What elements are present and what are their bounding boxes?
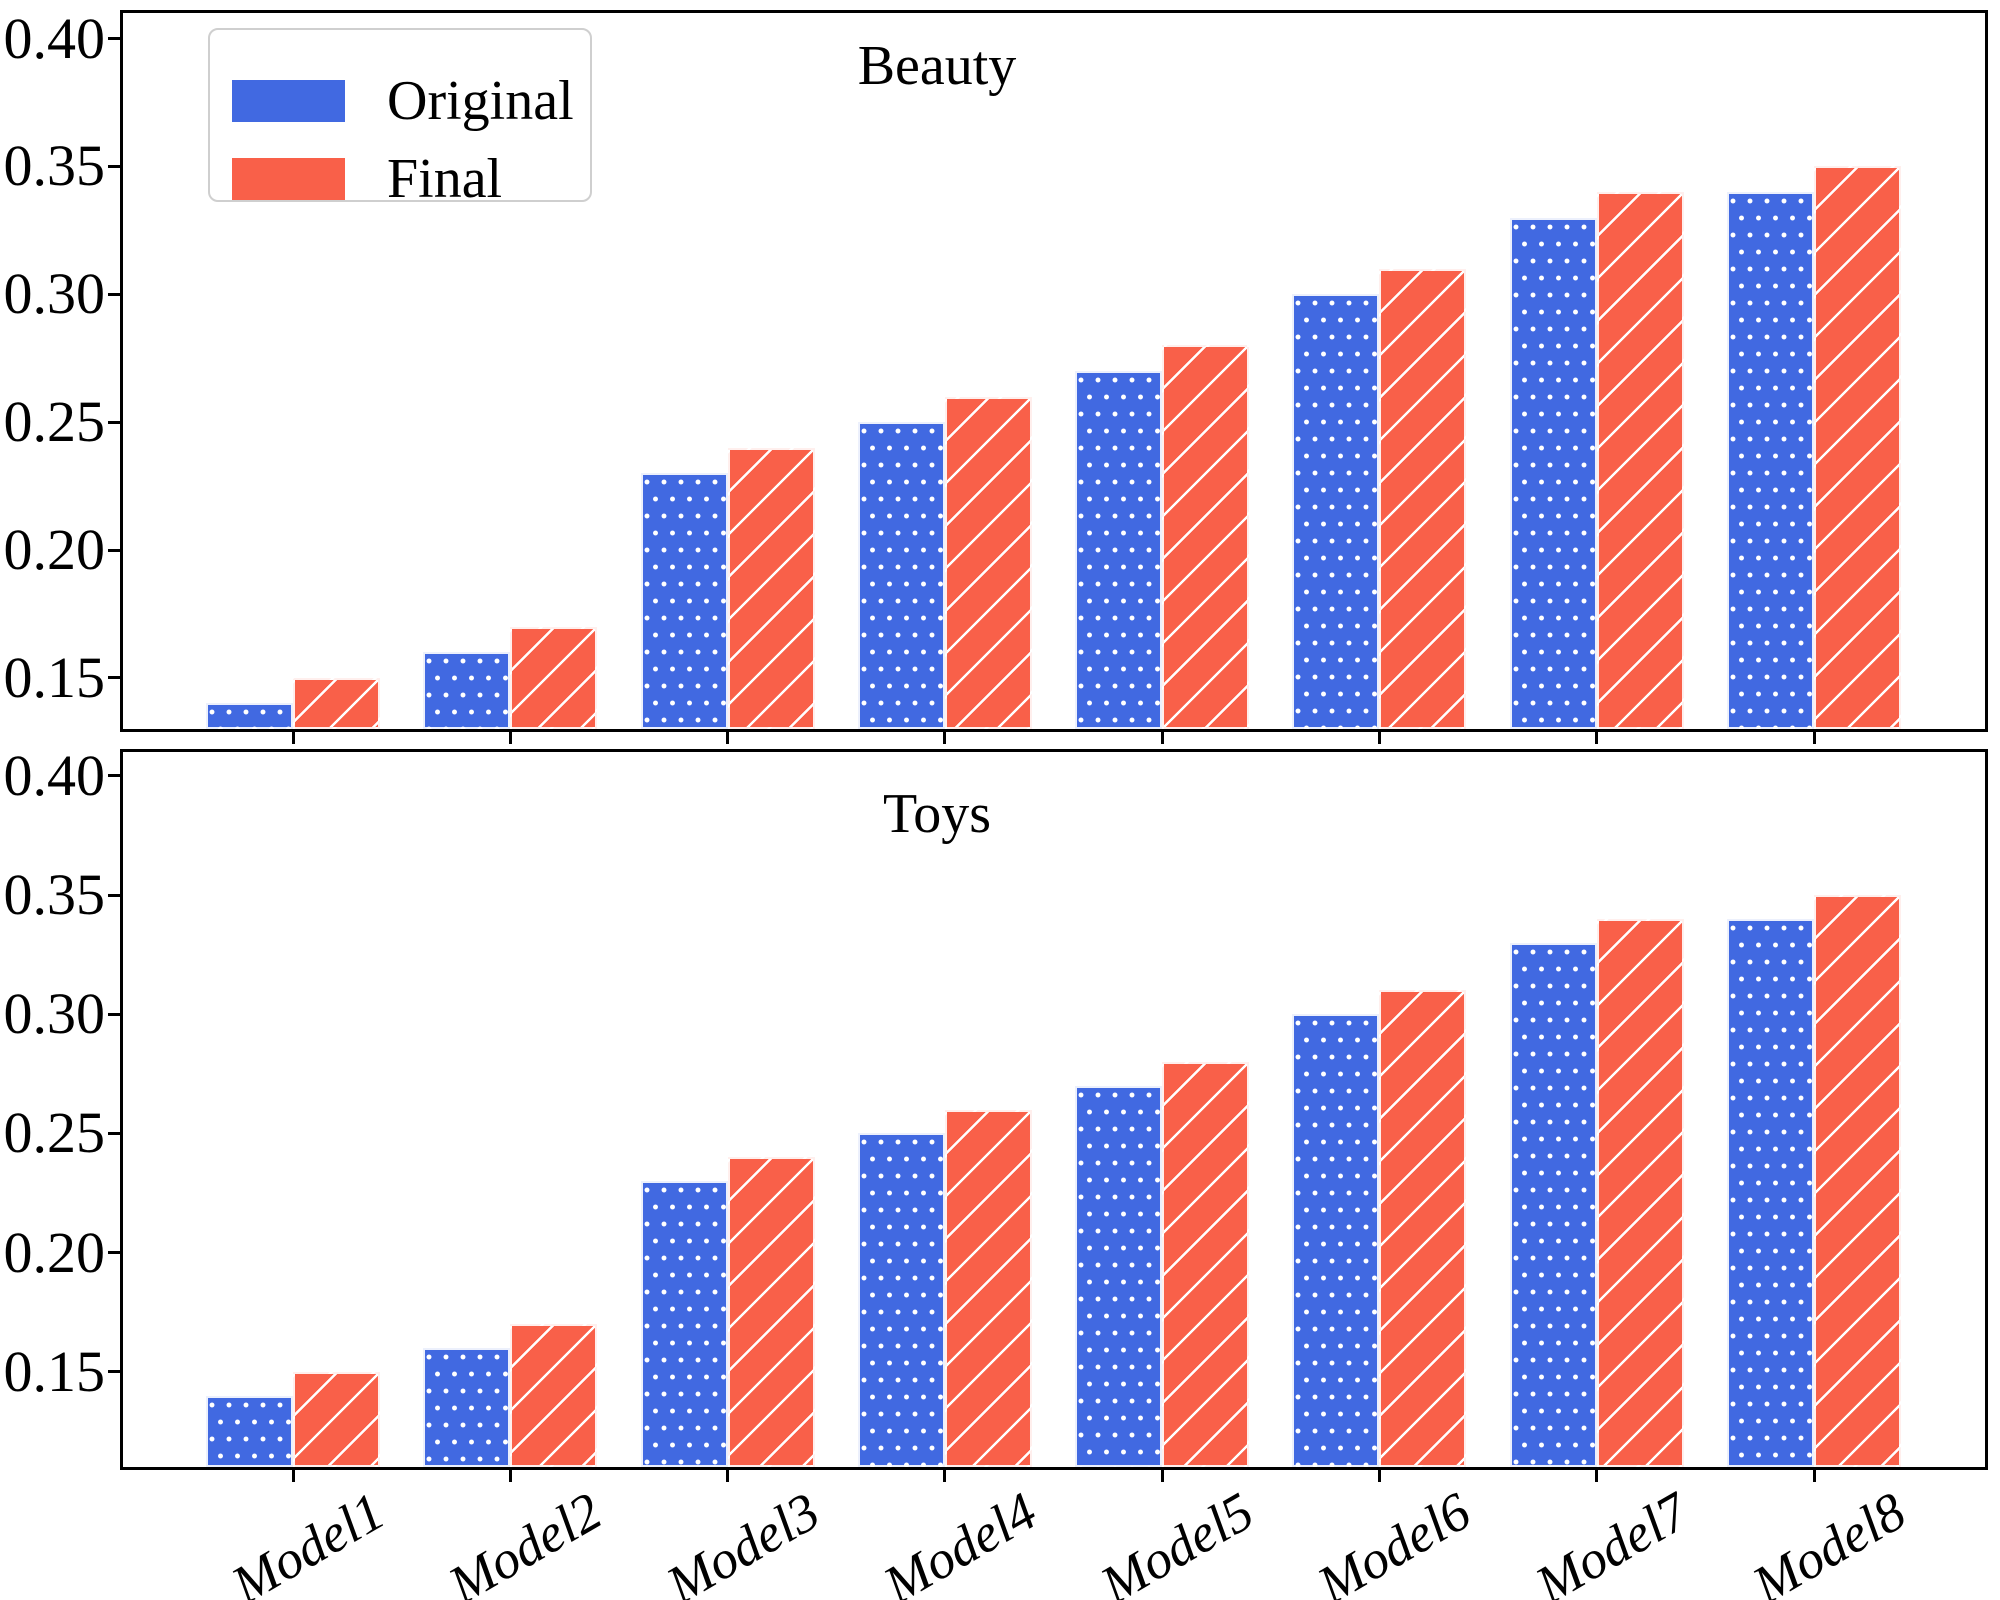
bar-beauty-model7-original bbox=[1509, 217, 1597, 729]
x-tick-mark bbox=[1160, 732, 1164, 744]
beauty-title: Beauty bbox=[857, 35, 1017, 97]
bar-beauty-model7-final bbox=[1596, 192, 1684, 729]
bar-beauty-model2-original bbox=[423, 652, 511, 729]
y-tick-label: 0.40 bbox=[3, 742, 106, 808]
bar-toys-model1-final bbox=[293, 1371, 380, 1467]
y-tick-mark bbox=[108, 893, 120, 897]
bar-beauty-model3-final bbox=[727, 447, 815, 729]
x-tick-label-model6: Model6 bbox=[1307, 1480, 1481, 1600]
bar-beauty-model1-final bbox=[293, 677, 380, 729]
bar-beauty-model6-final bbox=[1379, 268, 1467, 729]
toys-title: Toys bbox=[882, 783, 992, 845]
bar-beauty-model1-original bbox=[206, 703, 293, 729]
legend: Original Final bbox=[208, 28, 592, 207]
bar-beauty-model5-final bbox=[1162, 345, 1250, 729]
bar-beauty-model5-original bbox=[1075, 371, 1163, 729]
original-swatch bbox=[232, 80, 345, 122]
y-tick-mark bbox=[108, 292, 120, 296]
x-tick-mark bbox=[1377, 1470, 1381, 1482]
legend-label-original: Original bbox=[387, 70, 574, 132]
y-tick-mark bbox=[108, 37, 120, 41]
x-tick-mark bbox=[1377, 732, 1381, 744]
bar-toys-model8-final bbox=[1814, 895, 1901, 1467]
y-tick-label: 0.25 bbox=[3, 1100, 106, 1166]
bar-toys-model6-original bbox=[1292, 1014, 1380, 1467]
y-tick-mark bbox=[108, 548, 120, 552]
bar-toys-model7-original bbox=[1509, 942, 1597, 1467]
y-tick-label: 0.20 bbox=[3, 1219, 106, 1285]
y-tick-label: 0.15 bbox=[3, 644, 106, 710]
bar-toys-model3-original bbox=[640, 1181, 728, 1467]
final-swatch bbox=[232, 158, 345, 200]
y-tick-label: 0.30 bbox=[3, 981, 106, 1047]
bar-toys-model5-original bbox=[1075, 1085, 1163, 1467]
x-tick-mark bbox=[1812, 732, 1816, 744]
bar-beauty-model6-original bbox=[1292, 294, 1380, 729]
bar-toys-model2-original bbox=[423, 1347, 511, 1467]
bar-beauty-model8-original bbox=[1727, 192, 1814, 729]
y-tick-mark bbox=[108, 676, 120, 680]
x-tick-mark bbox=[726, 732, 730, 744]
x-tick-mark bbox=[291, 1470, 295, 1482]
y-tick-mark bbox=[108, 1131, 120, 1135]
x-tick-mark bbox=[291, 732, 295, 744]
x-tick-mark bbox=[508, 1470, 512, 1482]
x-tick-mark bbox=[1595, 1470, 1599, 1482]
y-tick-label: 0.35 bbox=[3, 133, 106, 199]
bar-toys-model7-final bbox=[1596, 918, 1684, 1467]
x-tick-mark bbox=[943, 1470, 947, 1482]
y-tick-label: 0.40 bbox=[3, 5, 106, 71]
x-tick-mark bbox=[1812, 1470, 1816, 1482]
y-tick-mark bbox=[108, 164, 120, 168]
bar-toys-model2-final bbox=[510, 1324, 598, 1467]
y-tick-mark bbox=[108, 420, 120, 424]
y-tick-mark bbox=[108, 1251, 120, 1254]
bar-toys-model4-final bbox=[944, 1109, 1032, 1467]
bar-beauty-model3-original bbox=[640, 473, 728, 729]
x-tick-label-model1: Model1 bbox=[221, 1480, 395, 1600]
y-tick-mark bbox=[108, 1012, 120, 1016]
x-tick-label-model3: Model3 bbox=[656, 1480, 829, 1600]
y-tick-mark bbox=[108, 1370, 120, 1374]
bar-toys-model1-original bbox=[206, 1395, 293, 1467]
bar-beauty-model2-final bbox=[510, 626, 598, 729]
x-tick-label-model5: Model5 bbox=[1090, 1480, 1264, 1600]
x-tick-mark bbox=[726, 1470, 730, 1482]
bar-toys-model5-final bbox=[1162, 1061, 1250, 1467]
x-tick-mark bbox=[943, 732, 947, 744]
x-tick-label-model4: Model4 bbox=[873, 1480, 1047, 1600]
legend-label-final: Final bbox=[387, 148, 503, 210]
x-tick-label-model8: Model8 bbox=[1742, 1480, 1916, 1600]
bar-toys-model6-final bbox=[1379, 990, 1467, 1467]
x-tick-label-model7: Model7 bbox=[1525, 1480, 1699, 1600]
y-tick-mark bbox=[108, 774, 120, 778]
bar-beauty-model4-original bbox=[857, 422, 945, 729]
y-tick-label: 0.25 bbox=[3, 389, 106, 455]
y-tick-label: 0.30 bbox=[3, 261, 106, 327]
toys-plot-area bbox=[120, 749, 1988, 1470]
bar-toys-model3-final bbox=[727, 1157, 815, 1467]
bar-toys-model8-original bbox=[1727, 918, 1814, 1467]
x-tick-mark bbox=[1160, 1470, 1164, 1482]
y-tick-label: 0.20 bbox=[3, 517, 106, 582]
bar-toys-model4-original bbox=[857, 1133, 945, 1467]
bar-beauty-model4-final bbox=[944, 396, 1032, 729]
y-tick-label: 0.35 bbox=[3, 862, 106, 927]
bar-beauty-model8-final bbox=[1814, 166, 1901, 729]
y-tick-label: 0.15 bbox=[3, 1338, 106, 1404]
x-tick-label-model2: Model2 bbox=[438, 1480, 612, 1600]
x-tick-mark bbox=[1595, 732, 1599, 744]
x-tick-mark bbox=[508, 732, 512, 744]
